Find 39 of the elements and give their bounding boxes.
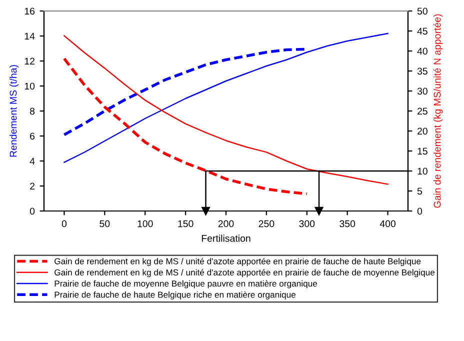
y2-tick-label: 45 bbox=[417, 28, 428, 35]
y-tick-label: 0 bbox=[30, 208, 35, 215]
y2-tick-label: 25 bbox=[418, 108, 428, 115]
y-tick-label: 2 bbox=[30, 182, 34, 190]
x-tick-label: 200 bbox=[218, 220, 234, 228]
y2-tick-label: 35 bbox=[417, 68, 428, 75]
y-tick-label: 8 bbox=[30, 108, 35, 115]
x-tick-label: 300 bbox=[299, 220, 315, 228]
legend-label: Prairie de fauche de haute Belgique riche en matière organique bbox=[54, 291, 296, 300]
legend-label: Gain de rendement en kg de MS / unité d'azote apportée en prairie de fauche de haute Belgique bbox=[54, 258, 421, 266]
y-axis-title: Rendement MS (t/ha) bbox=[10, 65, 19, 157]
x-tick-label: 150 bbox=[178, 220, 194, 228]
y-tick-label: 10 bbox=[24, 82, 35, 90]
x-tick-label: 350 bbox=[340, 220, 356, 228]
y-tick-label: 4 bbox=[30, 158, 35, 165]
y2-tick-label: 15 bbox=[418, 148, 428, 155]
line-series bbox=[64, 32, 388, 163]
x-tick-label: 100 bbox=[138, 220, 153, 228]
x-axis-title: Fertilisation bbox=[202, 234, 250, 242]
line-series bbox=[62, 57, 308, 196]
y2-tick-label: 40 bbox=[417, 48, 428, 55]
x-tick-label: 50 bbox=[100, 220, 110, 228]
y2-tick-label: 0 bbox=[417, 208, 422, 215]
x-tick-label: 0 bbox=[62, 220, 67, 228]
y2-tick-label: 10 bbox=[418, 168, 428, 175]
y-tick-label: 14 bbox=[24, 32, 35, 40]
legend-label: Gain de rendement en kg de MS / unité d'azote apportée en prairie de fauche de moyenne Belgique bbox=[54, 269, 435, 278]
y2-axis-title: Gain de rendement (kg MS/unité N apportée) bbox=[433, 14, 443, 208]
legend-label: Prairie de fauche de moyenne Belgique pauvre en matière organique bbox=[54, 280, 318, 288]
y2-tick-label: 20 bbox=[418, 128, 428, 135]
line-series bbox=[64, 35, 388, 185]
y2-tick-label: 50 bbox=[417, 8, 428, 15]
y-tick-label: 6 bbox=[30, 132, 35, 140]
y2-tick-label: 5 bbox=[417, 188, 422, 195]
y-tick-label: 16 bbox=[24, 8, 35, 15]
y-tick-label: 12 bbox=[24, 58, 34, 65]
x-tick-label: 400 bbox=[380, 220, 396, 228]
x-tick-label: 250 bbox=[258, 220, 274, 228]
y2-tick-label: 30 bbox=[417, 88, 428, 95]
